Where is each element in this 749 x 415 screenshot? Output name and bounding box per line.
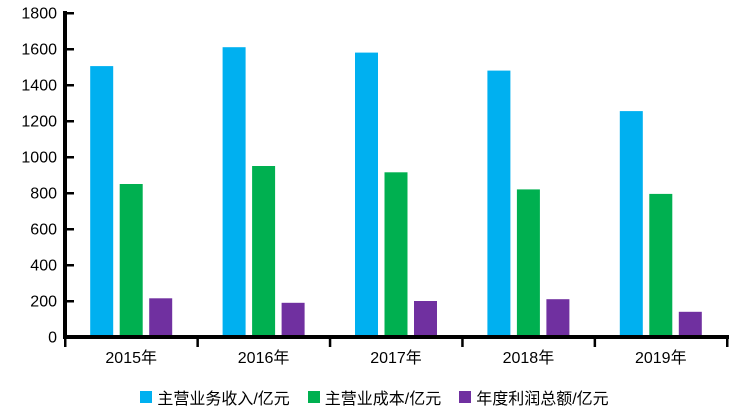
bar-2016年-series-0 <box>222 47 246 337</box>
y-tick-label: 600 <box>30 222 57 239</box>
legend-label: 主营业务收入/亿元 <box>157 391 290 408</box>
bar-2019年-series-0 <box>619 111 643 337</box>
y-tick-label: 1800 <box>21 6 57 23</box>
legend-item-2: 年度利润总额/亿元 <box>459 385 609 409</box>
bar-2019年-series-2 <box>678 311 702 337</box>
x-tick-label: 2015年 <box>105 349 157 367</box>
x-tick-label: 2016年 <box>238 349 290 367</box>
bar-2015年-series-2 <box>149 298 173 337</box>
bar-2017年-series-0 <box>355 52 378 337</box>
y-tick-label: 800 <box>30 186 57 203</box>
y-axis-tick <box>66 192 74 195</box>
y-tick-label: 1600 <box>21 42 57 59</box>
x-axis-tick <box>461 339 464 347</box>
y-axis-tick <box>66 12 74 15</box>
bar-2018年-series-1 <box>516 189 540 337</box>
legend-item-1: 主营业成本/亿元 <box>307 385 442 409</box>
bar-2018年-series-2 <box>546 299 570 337</box>
bar-2015年-series-1 <box>119 184 143 337</box>
bar-2016年-series-2 <box>281 302 305 337</box>
legend-swatch-icon <box>459 391 472 403</box>
y-tick-label: 200 <box>30 294 57 311</box>
y-axis-tick <box>66 84 74 87</box>
x-tick-label: 2019年 <box>635 349 687 367</box>
legend-swatch-icon <box>307 391 320 403</box>
x-axis-tick <box>593 339 597 347</box>
y-tick-label: 400 <box>30 258 57 275</box>
legend-label: 主营业成本/亿元 <box>324 391 442 408</box>
y-axis-tick <box>66 156 74 159</box>
x-axis-tick <box>196 339 199 347</box>
chart-legend: 主营业务收入/亿元 主营业成本/亿元 年度利润总额/亿元 <box>0 385 749 409</box>
y-axis-tick <box>66 300 74 303</box>
y-tick-label: 0 <box>48 330 57 347</box>
legend-item-0: 主营业务收入/亿元 <box>140 385 290 409</box>
x-axis-tick <box>328 339 332 347</box>
bar-2015年-series-0 <box>90 66 114 337</box>
y-axis-tick <box>66 48 74 51</box>
x-axis-tick <box>726 339 729 347</box>
x-axis-tick <box>64 339 67 347</box>
bar-2019年-series-1 <box>649 193 673 337</box>
legend-label: 年度利润总额/亿元 <box>476 391 609 408</box>
x-tick-label: 2017年 <box>370 349 422 367</box>
x-axis-line <box>63 335 729 339</box>
legend-swatch-icon <box>140 391 153 403</box>
bar-2017年-series-2 <box>414 301 437 337</box>
y-tick-label: 1000 <box>21 150 57 167</box>
y-tick-label: 1200 <box>21 114 57 131</box>
y-tick-label: 1400 <box>21 78 57 95</box>
x-tick-label: 2018年 <box>503 349 555 367</box>
y-axis-tick <box>66 120 74 123</box>
y-axis-tick <box>66 264 74 267</box>
bar-2018年-series-0 <box>487 70 511 337</box>
bar-2016年-series-1 <box>252 166 276 337</box>
bar-2017年-series-1 <box>384 172 408 337</box>
y-axis-tick <box>66 228 74 231</box>
y-axis-line <box>63 11 67 339</box>
